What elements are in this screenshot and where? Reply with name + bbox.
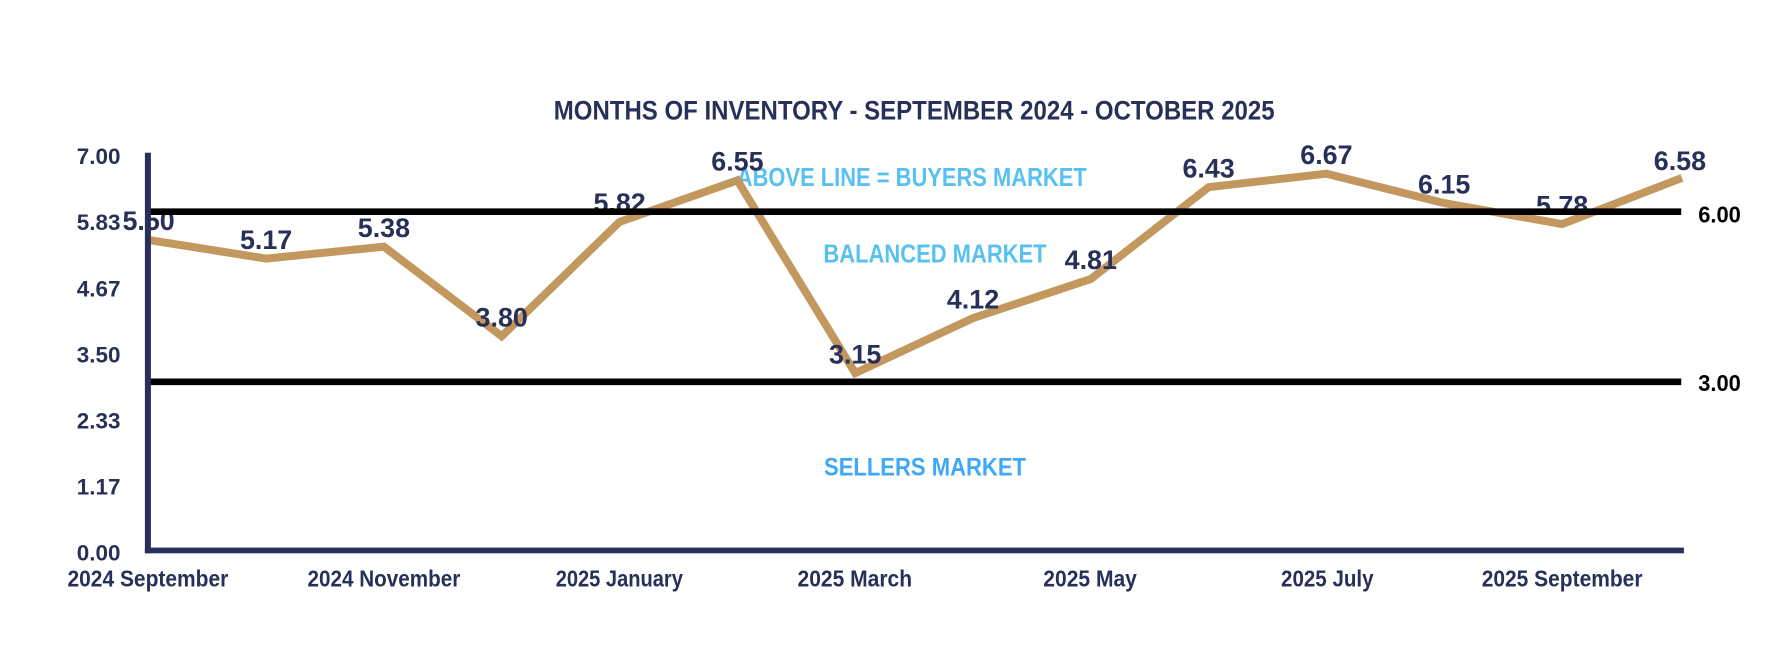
svg-text:4.12: 4.12 <box>947 284 999 314</box>
svg-text:6.58: 6.58 <box>1654 146 1706 176</box>
svg-text:1.17: 1.17 <box>77 474 121 499</box>
svg-text:5.38: 5.38 <box>358 213 410 243</box>
svg-text:2025 May: 2025 May <box>1043 565 1137 591</box>
svg-text:3.15: 3.15 <box>829 339 881 369</box>
svg-text:2025 July: 2025 July <box>1281 565 1374 591</box>
svg-text:5.17: 5.17 <box>240 225 292 255</box>
svg-text:BALANCED MARKET: BALANCED MARKET <box>823 238 1046 268</box>
svg-text:3.80: 3.80 <box>476 302 528 332</box>
svg-text:6.43: 6.43 <box>1182 153 1234 183</box>
svg-text:5.83: 5.83 <box>77 210 121 235</box>
svg-text:6.55: 6.55 <box>711 147 763 177</box>
svg-text:3.50: 3.50 <box>77 342 121 367</box>
svg-text:6.67: 6.67 <box>1300 140 1352 170</box>
svg-text:2025 September: 2025 September <box>1482 565 1643 591</box>
svg-text:6.15: 6.15 <box>1418 169 1470 199</box>
svg-text:2025 January: 2025 January <box>556 565 683 591</box>
svg-text:7.00: 7.00 <box>77 144 121 169</box>
svg-text:ABOVE LINE = BUYERS MARKET: ABOVE LINE = BUYERS MARKET <box>737 162 1087 192</box>
svg-text:0.00: 0.00 <box>77 541 121 566</box>
svg-text:4.81: 4.81 <box>1065 245 1117 275</box>
svg-text:3.00: 3.00 <box>1698 370 1741 396</box>
svg-text:MONTHS OF INVENTORY - SEPTEMBE: MONTHS OF INVENTORY - SEPTEMBER 2024 - O… <box>554 96 1275 126</box>
svg-text:6.00: 6.00 <box>1698 201 1741 227</box>
svg-text:4.67: 4.67 <box>77 276 121 301</box>
svg-text:5.78: 5.78 <box>1536 190 1588 220</box>
svg-text:2024 September: 2024 September <box>67 565 228 591</box>
svg-text:2024 November: 2024 November <box>308 565 461 591</box>
svg-text:SELLERS MARKET: SELLERS MARKET <box>824 454 1026 482</box>
svg-text:2025 March: 2025 March <box>798 565 913 591</box>
svg-text:2.33: 2.33 <box>77 408 121 433</box>
